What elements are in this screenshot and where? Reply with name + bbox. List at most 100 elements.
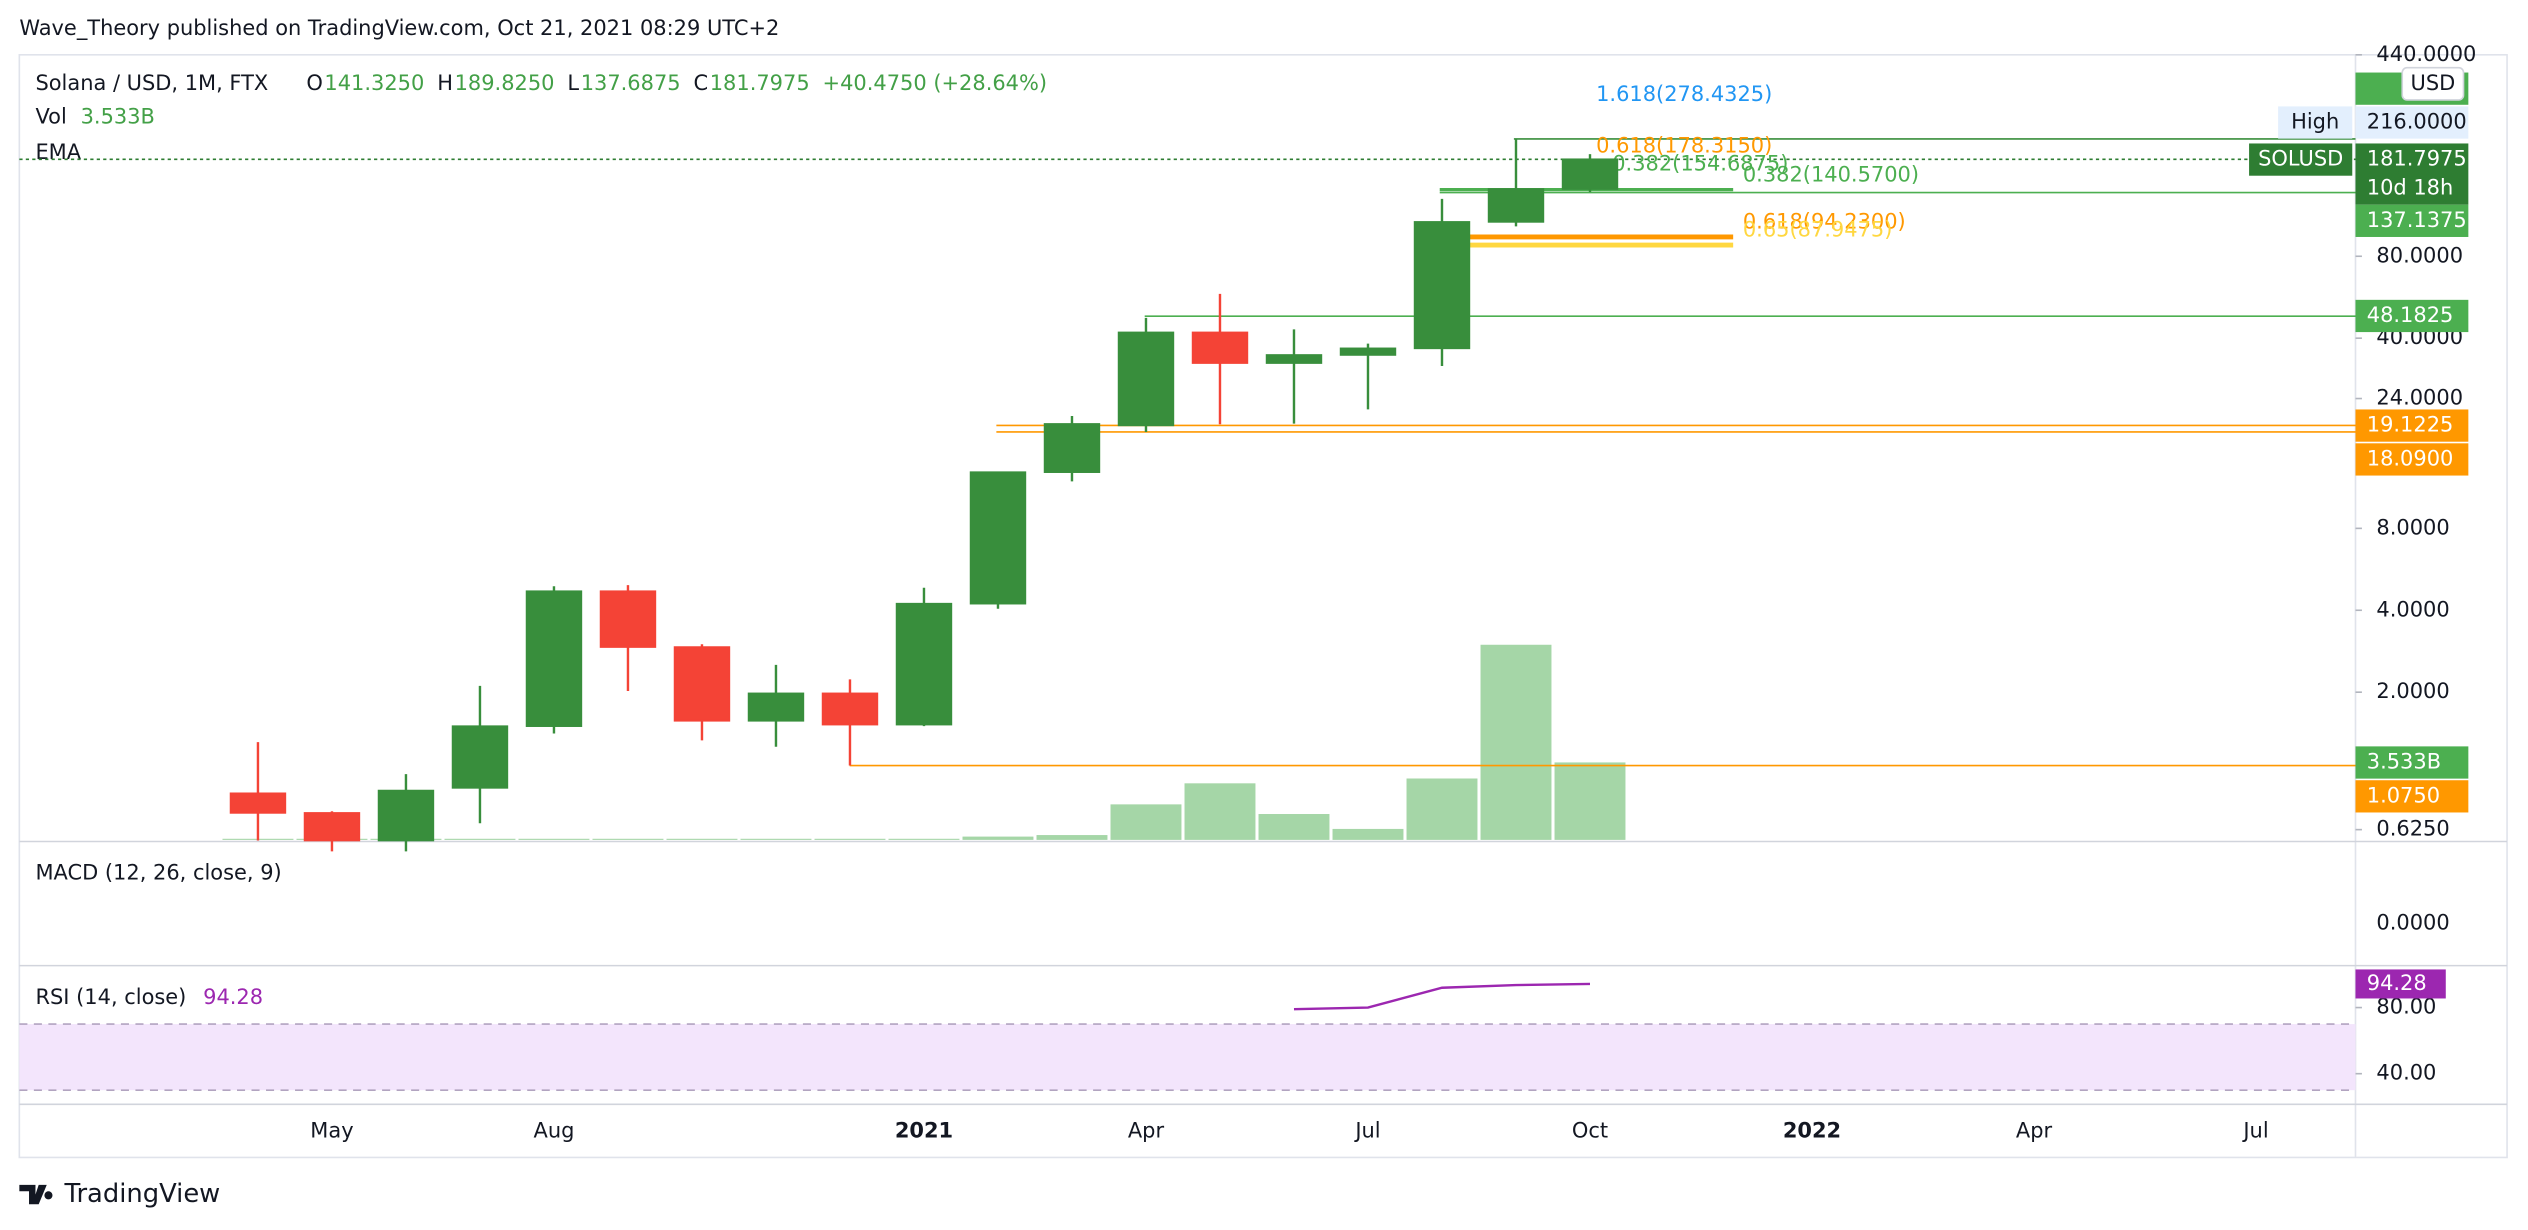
volume-bar — [1332, 828, 1404, 840]
volume-bar — [1036, 835, 1108, 840]
ohlc-value: 181.7975 — [710, 71, 810, 95]
ohlc-key: L — [567, 71, 579, 95]
level-tag: High — [2291, 110, 2339, 134]
x-tick-label: 2021 — [895, 1119, 953, 1143]
volume-name: Vol — [35, 105, 66, 129]
volume-bar — [666, 838, 738, 840]
volume-bar — [1406, 778, 1478, 840]
level-label: 137.1375 — [2367, 208, 2467, 232]
rsi-value: 94.28 — [203, 985, 263, 1009]
level-tag-box — [2249, 143, 2353, 176]
fib-label: 0.65(87.9475) — [1743, 218, 1893, 242]
candle-body — [1043, 423, 1101, 473]
level-label: 1.0750 — [2367, 783, 2440, 807]
ohlc-key: H — [437, 71, 453, 95]
candle-body — [1265, 354, 1323, 364]
volume-bar — [740, 838, 812, 840]
ohlc-value: 137.6875 — [581, 71, 681, 95]
x-tick-label: Apr — [2016, 1119, 2053, 1143]
volume-bar — [1184, 783, 1256, 840]
y-tick-label: 0.6250 — [2376, 817, 2449, 841]
level-sub: 10d 18h — [2367, 176, 2454, 200]
candle-body — [895, 602, 953, 726]
candle-body — [673, 646, 731, 722]
volume-bar — [518, 838, 590, 840]
volume-bar — [1110, 804, 1182, 840]
candle-body — [451, 725, 509, 789]
level-label-box — [2355, 204, 2469, 237]
rsi-band — [19, 1024, 2356, 1091]
x-tick-label: May — [310, 1119, 353, 1143]
level-label: 216.0000 — [2367, 110, 2467, 134]
fib-label: 0.618(178.3150) — [1596, 134, 1772, 158]
y-tick-label: 8.0000 — [2376, 515, 2449, 539]
level-label-box — [2355, 409, 2469, 442]
logo-icon — [19, 1184, 53, 1205]
level-label-box — [2355, 443, 2469, 476]
rsi-label-box — [2355, 969, 2446, 999]
chart-frame — [18, 54, 2508, 1159]
x-tick-label: Aug — [534, 1119, 575, 1143]
level-tag-box — [2278, 106, 2353, 139]
level-tag: SOLUSD — [2258, 147, 2343, 171]
candle-body — [969, 471, 1027, 605]
ema-name: EMA — [35, 140, 81, 164]
symbol: Solana / USD, 1M, FTX — [35, 71, 268, 95]
rsi-axis-label: 94.28 — [2367, 971, 2427, 995]
candle-body — [525, 590, 583, 727]
y-tick-label: 2.0000 — [2376, 679, 2449, 703]
rsi-tick-label: 80.00 — [2376, 995, 2436, 1019]
volume-bar — [1554, 762, 1626, 840]
level-label-box — [2355, 299, 2469, 333]
candle-body — [229, 792, 287, 814]
y-tick-label: 80.0000 — [2376, 243, 2463, 267]
level-label-box — [2355, 143, 2469, 205]
x-tick-label: Jul — [1353, 1119, 1380, 1143]
x-tick-label: Oct — [1572, 1119, 1608, 1143]
candle-body — [599, 590, 657, 648]
x-tick-label: 2022 — [1783, 1119, 1841, 1143]
level-label-box — [2355, 106, 2469, 139]
candle-body — [1413, 221, 1471, 350]
volume-value: 3.533B — [81, 105, 155, 129]
volume-bar — [444, 838, 516, 840]
fib-label: 0.382(154.6875) — [1612, 151, 1788, 175]
candle-body — [377, 789, 435, 842]
candle-body — [303, 812, 361, 842]
candle-body — [1117, 331, 1175, 427]
volume-bar — [814, 838, 886, 840]
x-tick-label: Apr — [1128, 1119, 1165, 1143]
fib-label: 1.618(278.4325) — [1596, 82, 1772, 106]
volume-bar — [1480, 644, 1552, 840]
tradingview-logo: TradingView — [19, 1179, 220, 1209]
candle-body — [1561, 158, 1619, 190]
macd-name: MACD (12, 26, close, 9) — [35, 861, 281, 885]
ohlc-key: O — [306, 71, 322, 95]
currency-button[interactable] — [2401, 66, 2465, 101]
y-tick-label: 24.0000 — [2376, 386, 2463, 410]
level-label: 18.0900 — [2367, 446, 2454, 470]
publisher: Wave_Theory published on TradingView.com… — [19, 16, 779, 40]
volume-bar — [888, 838, 960, 840]
candle-body — [1487, 188, 1545, 223]
ohlc-value: 141.3250 — [324, 71, 424, 95]
currency[interactable]: USD — [2411, 71, 2456, 95]
rsi-name: RSI (14, close) — [35, 985, 186, 1009]
x-tick-label: Jul — [2241, 1119, 2268, 1143]
ohlc-key: C — [694, 71, 709, 95]
ohlc-value: 189.8250 — [455, 71, 555, 95]
level-label: 48.1825 — [2367, 303, 2454, 327]
candle-body — [747, 692, 805, 722]
volume-bar — [1258, 814, 1330, 840]
volume-axis-label: 3.533B — [2367, 750, 2441, 774]
change: +40.4750 (+28.64%) — [823, 71, 1048, 95]
rsi-tick-label: 40.00 — [2376, 1061, 2436, 1085]
candle-body — [1191, 331, 1249, 364]
fib-label: 0.618(94.2300) — [1743, 209, 1906, 233]
y-tick-label: 440.0000 — [2376, 42, 2476, 66]
volume-label-box — [2355, 746, 2469, 779]
candle-body — [821, 692, 879, 726]
level-label: 181.7975 — [2367, 147, 2467, 171]
